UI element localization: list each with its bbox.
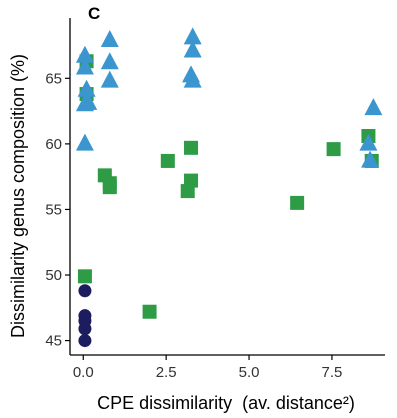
triangle-point xyxy=(75,133,94,151)
x-tick-label: 7.5 xyxy=(322,364,343,381)
y-tick-label: 45 xyxy=(45,333,62,350)
square-point xyxy=(102,180,117,195)
panel-label: C xyxy=(88,4,100,23)
x-tick-label: 0.0 xyxy=(73,364,94,381)
x-tick-label: 2.5 xyxy=(156,364,177,381)
triangle-point xyxy=(100,29,119,47)
y-axis-title: Dissimilarity genus composition (%) xyxy=(8,54,28,338)
triangle-point xyxy=(361,150,380,168)
circle-point xyxy=(78,284,92,298)
square-point xyxy=(77,269,92,284)
square-point xyxy=(142,304,157,319)
square-point xyxy=(160,153,175,168)
x-axis-title: CPE dissimilarity (av. distance²) xyxy=(97,393,355,413)
square-point xyxy=(290,195,305,210)
circle-point xyxy=(78,334,92,348)
triangle-point xyxy=(364,98,383,116)
triangle-point xyxy=(100,52,119,70)
triangle-point xyxy=(75,57,94,75)
x-tick-label: 5.0 xyxy=(239,364,260,381)
circle-point xyxy=(78,322,92,336)
y-tick-label: 55 xyxy=(45,201,62,218)
square-point xyxy=(326,142,341,157)
triangle-point xyxy=(79,92,98,110)
square-point xyxy=(184,140,199,155)
triangle-point xyxy=(77,79,96,97)
triangle-point xyxy=(359,133,378,151)
square-point xyxy=(180,184,195,199)
y-tick-label: 60 xyxy=(45,136,62,153)
triangle-point xyxy=(75,45,94,63)
triangle-point xyxy=(183,40,202,58)
y-tick-label: 65 xyxy=(45,70,62,87)
triangle-point xyxy=(183,27,202,45)
y-tick-label: 50 xyxy=(45,267,62,284)
ticks: 45 50 55 60 65 0.0 2.5 5.0 7.5 xyxy=(45,70,342,381)
data-points xyxy=(75,27,383,348)
triangle-point xyxy=(100,70,119,88)
triangle-point xyxy=(183,70,202,88)
